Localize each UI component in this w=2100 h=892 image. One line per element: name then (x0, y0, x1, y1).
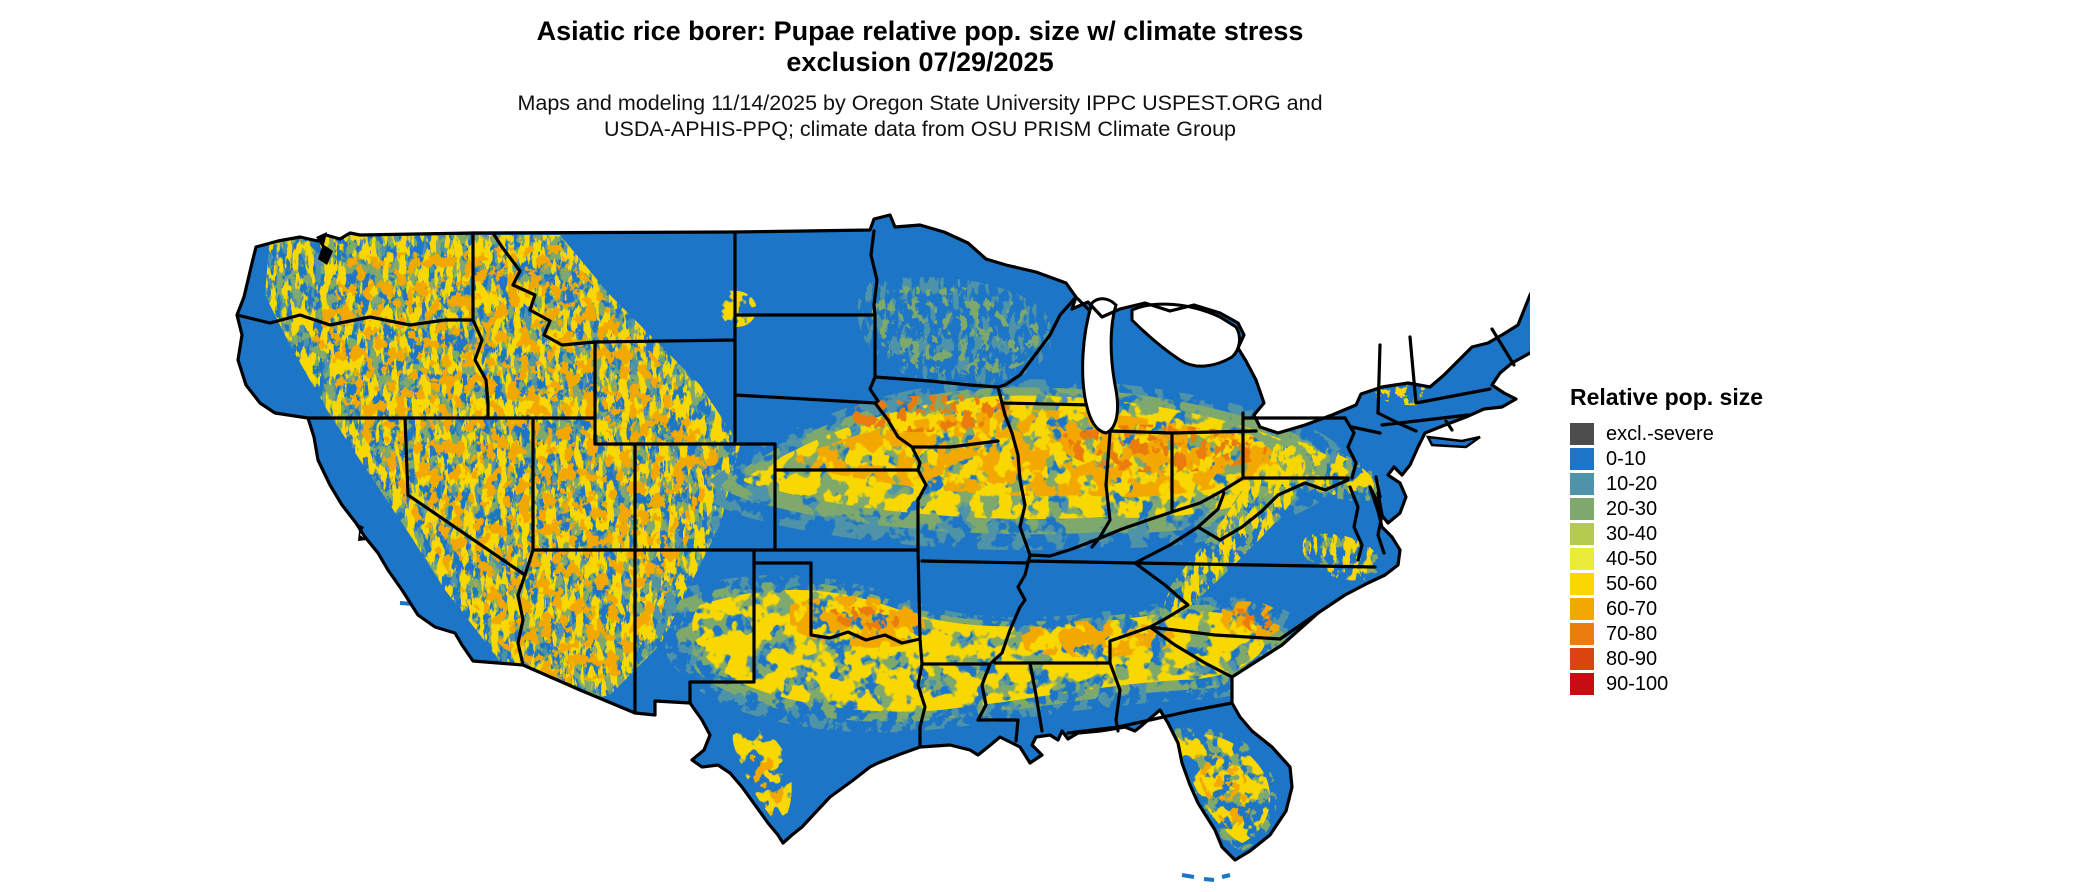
map-subtitle-line1: Maps and modeling 11/14/2025 by Oregon S… (517, 91, 1323, 115)
legend-title: Relative pop. size (1570, 384, 1764, 410)
legend-entry: 80-90 (1570, 648, 1800, 670)
legend-entry: 50-60 (1570, 573, 1800, 595)
long-island (1425, 435, 1481, 449)
legend-entry-label: 30-40 (1606, 522, 1658, 545)
legend-swatch-icon (1570, 573, 1594, 595)
florida-keys (1181, 873, 1231, 882)
us-map-canvas (235, 213, 1530, 882)
map-title-line1: Asiatic rice borer: Pupae relative pop. … (536, 16, 1304, 46)
legend-swatch-icon (1570, 673, 1594, 695)
legend-entry-label: 40-50 (1606, 547, 1658, 570)
legend-entry: 30-40 (1570, 523, 1800, 545)
legend-entry: 60-70 (1570, 598, 1800, 620)
map-subtitle-line2: USDA-APHIS-PPQ; climate data from OSU PR… (603, 117, 1237, 141)
map-title-line2: exclusion 07/29/2025 (786, 47, 1054, 77)
legend-swatch-icon (1570, 523, 1594, 545)
legend-swatch-icon (1570, 473, 1594, 495)
legend-entry: 0-10 (1570, 448, 1800, 470)
legend-entry: 20-30 (1570, 498, 1800, 520)
legend-entry: 70-80 (1570, 623, 1800, 645)
state-borders (235, 229, 1516, 749)
legend-entry: excl.-severe (1570, 423, 1800, 445)
legend-entry: 40-50 (1570, 548, 1800, 570)
us-map (230, 175, 1530, 888)
legend-entries: excl.-severe 0-10 10-20 20-30 30-40 40-50 50-6… (1570, 423, 1800, 695)
legend-entry-label: 50-60 (1606, 572, 1658, 595)
legend-entry-label: 80-90 (1606, 647, 1658, 670)
legend-entry-label: 60-70 (1606, 597, 1658, 620)
legend-entry-label: 90-100 (1606, 672, 1669, 695)
lake-michigan (1081, 297, 1120, 435)
legend-entry: 10-20 (1570, 473, 1800, 495)
legend-entry: 90-100 (1570, 673, 1800, 695)
legend-swatch-icon (1570, 648, 1594, 670)
legend-entry-label: 70-80 (1606, 622, 1658, 645)
legend-entry-label: 0-10 (1606, 447, 1647, 470)
map-subtitle: Maps and modeling 11/14/2025 by Oregon S… (250, 90, 1590, 142)
legend-entry-label: 20-30 (1606, 497, 1658, 520)
legend-swatch-icon (1570, 548, 1594, 570)
legend-swatch-icon (1570, 623, 1594, 645)
legend: Relative pop. size excl.-severe 0-10 10-20… (1570, 384, 1800, 698)
legend-swatch-icon (1570, 498, 1594, 520)
legend-entry-label: excl.-severe (1606, 422, 1714, 445)
legend-swatch-icon (1570, 423, 1594, 445)
legend-swatch-icon (1570, 598, 1594, 620)
legend-entry-label: 10-20 (1606, 472, 1658, 495)
header: Asiatic rice borer: Pupae relative pop. … (250, 16, 1590, 142)
legend-swatch-icon (1570, 448, 1594, 470)
